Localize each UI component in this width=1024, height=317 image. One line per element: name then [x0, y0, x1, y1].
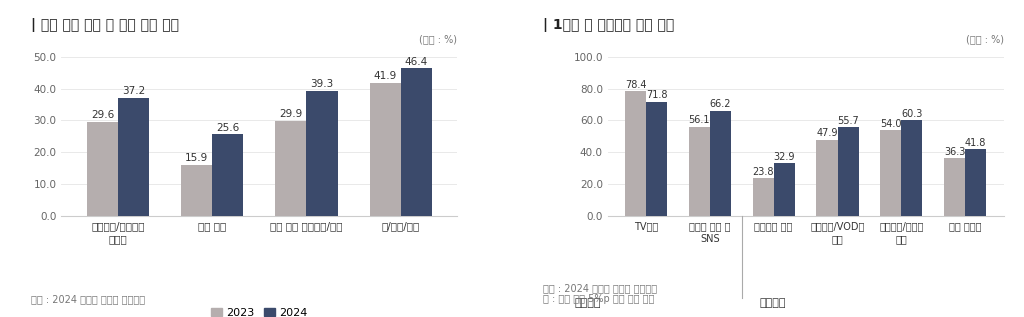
Text: 55.7: 55.7: [838, 116, 859, 126]
Text: (단위 : %): (단위 : %): [966, 34, 1004, 44]
Text: 37.2: 37.2: [122, 86, 145, 96]
Text: 39.3: 39.3: [310, 79, 334, 89]
Text: (단위 : %): (단위 : %): [419, 34, 458, 44]
Text: 41.8: 41.8: [965, 138, 986, 148]
Text: 29.6: 29.6: [91, 110, 114, 120]
Bar: [753, 178, 774, 216]
Text: 66.2: 66.2: [710, 99, 731, 109]
Bar: [881, 130, 901, 216]
Text: 32.9: 32.9: [773, 152, 795, 162]
Text: 71.8: 71.8: [646, 90, 668, 100]
Bar: [275, 121, 306, 216]
Text: 46.4: 46.4: [404, 56, 428, 67]
Bar: [181, 165, 212, 216]
Text: 자료 : 2024 부동산 트렌드 설문조사: 자료 : 2024 부동산 트렌드 설문조사: [31, 294, 144, 304]
Text: 자료 : 2024 부동산 트렌드 설문조사
주 : 전년 대비 5%p 이상 증감 항목: 자료 : 2024 부동산 트렌드 설문조사 주 : 전년 대비 5%p 이상 …: [543, 283, 656, 304]
Bar: [212, 134, 244, 216]
Text: 증가항목: 증가항목: [760, 298, 785, 308]
Text: 36.3: 36.3: [944, 147, 966, 157]
Bar: [400, 68, 432, 216]
Bar: [816, 140, 838, 216]
Text: | 향후 주택 선택 시 상품 고려 요인: | 향후 주택 선택 시 상품 고려 요인: [31, 18, 179, 32]
Text: 47.9: 47.9: [816, 128, 838, 138]
Bar: [118, 98, 150, 216]
Bar: [689, 127, 710, 216]
Bar: [944, 158, 966, 216]
Text: 78.4: 78.4: [625, 80, 646, 90]
Legend: 2023, 2024: 2023, 2024: [207, 304, 312, 317]
Text: 25.6: 25.6: [216, 122, 240, 133]
Bar: [306, 91, 338, 216]
Text: 15.9: 15.9: [185, 153, 208, 163]
Bar: [966, 149, 986, 216]
Text: 23.8: 23.8: [753, 166, 774, 177]
Bar: [646, 102, 667, 216]
Bar: [710, 111, 731, 216]
Text: 56.1: 56.1: [688, 115, 710, 126]
Text: 54.0: 54.0: [880, 119, 901, 129]
Text: 29.9: 29.9: [280, 109, 302, 119]
Bar: [901, 120, 923, 216]
Bar: [625, 91, 646, 216]
Bar: [774, 164, 795, 216]
Bar: [370, 83, 400, 216]
Bar: [838, 127, 858, 216]
Text: 60.3: 60.3: [901, 109, 923, 119]
Text: 감소항목: 감소항목: [574, 298, 601, 308]
Text: 41.9: 41.9: [374, 71, 396, 81]
Bar: [87, 122, 118, 216]
Text: | 1개월 내 여가활동 경험 변화: | 1개월 내 여가활동 경험 변화: [543, 18, 674, 32]
